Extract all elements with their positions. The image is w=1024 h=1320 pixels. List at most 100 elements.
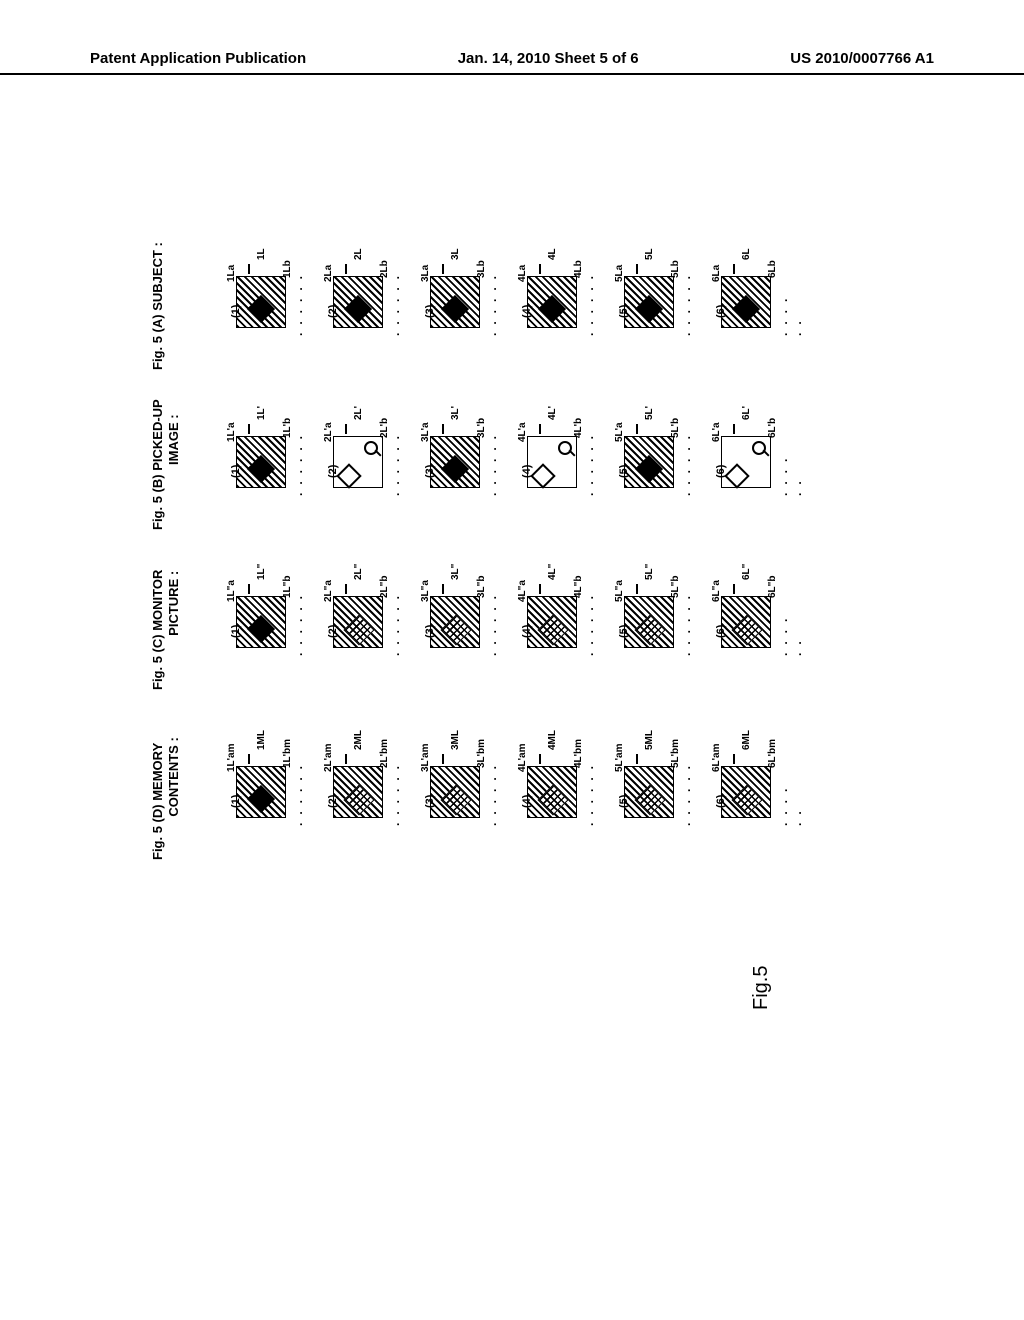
continuation-dots: · · · · · · [294,593,308,656]
ref-label-main: 6L [741,248,752,260]
ref-label-b: 1L'b [282,418,293,438]
ref-label-main: 3L [450,248,461,260]
frame-number: (4) [521,465,533,478]
ref-label-b: 4L"b [573,575,584,598]
ref-label-a: 4L'a [517,422,528,442]
continuation-dots: · · · · · · [585,433,599,496]
frame-number: (2) [327,465,339,478]
frame-number: (1) [230,465,242,478]
magnifier-icon [752,441,766,455]
lead-line [733,584,735,594]
diamond-icon [247,785,275,813]
frame-box [333,276,383,328]
ref-label-main: 2L [353,248,364,260]
frame-box [721,276,771,328]
frame-C-4 [527,590,575,654]
frame-number: (3) [424,465,436,478]
diamond-icon [440,614,471,645]
magnifier-icon [558,441,572,455]
ref-label-b: 2L'b [379,418,390,438]
ref-label-main: 2L" [353,564,364,580]
frame-number: (5) [618,465,630,478]
lead-line [345,584,347,594]
continuation-dots: · · · · · · [391,593,405,656]
row-label-C: Fig. 5 (C) MONITOR PICTURE : [150,570,183,690]
frame-number: (4) [521,795,533,808]
continuation-dots: · · · · · · [294,273,308,336]
lead-line [636,584,638,594]
ref-label-main: 3L" [450,564,461,580]
ref-label-b: 6L"b [767,575,778,598]
frame-A-2 [333,270,381,334]
frame-number: (6) [715,465,727,478]
frame-D-6 [721,760,769,824]
ref-label-a: 5L'a [614,422,625,442]
ref-label-b: 4L'bm [573,739,584,768]
diamond-icon [635,455,663,483]
ref-label-b: 5L'b [670,418,681,438]
ref-label-a: 3La [420,265,431,282]
page-header: Patent Application Publication Jan. 14, … [0,50,1024,75]
diamond-icon [247,615,275,643]
ref-label-b: 1L'bm [282,739,293,768]
header-center: Jan. 14, 2010 Sheet 5 of 6 [458,50,639,67]
frame-box [721,436,771,488]
ref-label-a: 2L'a [323,422,334,442]
ref-label-main: 6L" [741,564,752,580]
lead-line [539,424,541,434]
frame-number: (6) [715,795,727,808]
ref-label-main: 5L" [644,564,655,580]
continuation-dots: · · · · · · [391,273,405,336]
frame-C-5 [624,590,672,654]
continuation-dots: · · · · · · [682,763,696,826]
frame-D-5 [624,760,672,824]
ref-label-b: 3L"b [476,575,487,598]
frame-C-6 [721,590,769,654]
figure-rows: Fig. 5 (A) SUBJECT :(1)1La1L1Lb· · · · ·… [120,240,820,900]
continuation-dots: · · · · · · [488,763,502,826]
frame-box [236,276,286,328]
frame-box [527,276,577,328]
continuation-dots: · · · · · · [779,455,807,496]
frame-A-6 [721,270,769,334]
frame-box [333,596,383,648]
row-label-B: Fig. 5 (B) PICKED-UP IMAGE : [150,399,183,530]
frame-box [236,766,286,818]
continuation-dots: · · · · · · [488,593,502,656]
continuation-dots: · · · · · · [585,593,599,656]
ref-label-main: 3L' [450,406,461,420]
ref-label-b: 3L'b [476,418,487,438]
row-label-D: Fig. 5 (D) MEMORY CONTENTS : [150,737,183,860]
frame-box [333,766,383,818]
diamond-icon [343,614,374,645]
frame-B-5 [624,430,672,494]
frame-box [624,276,674,328]
ref-label-main: 3ML [450,730,461,750]
ref-label-b: 6Lb [767,260,778,278]
ref-label-main: 5ML [644,730,655,750]
frame-number: (2) [327,305,339,318]
diamond-icon [530,463,555,488]
frame-box [721,596,771,648]
lead-line [733,424,735,434]
ref-label-b: 2Lb [379,260,390,278]
ref-label-a: 6La [711,265,722,282]
frame-C-3 [430,590,478,654]
ref-label-a: 2L"a [323,580,334,602]
diamond-icon [247,295,275,323]
continuation-dots: · · · · · · [488,273,502,336]
frame-number: (1) [230,625,242,638]
frame-B-2 [333,430,381,494]
ref-label-b: 2L"b [379,575,390,598]
frame-B-6 [721,430,769,494]
frame-box [624,436,674,488]
frame-D-3 [430,760,478,824]
ref-label-b: 6L'bm [767,739,778,768]
ref-label-main: 1L [256,248,267,260]
frame-C-1 [236,590,284,654]
ref-label-a: 5L'am [614,743,625,772]
continuation-dots: · · · · · · [391,763,405,826]
ref-label-main: 6ML [741,730,752,750]
lead-line [248,264,250,274]
frame-box [527,436,577,488]
